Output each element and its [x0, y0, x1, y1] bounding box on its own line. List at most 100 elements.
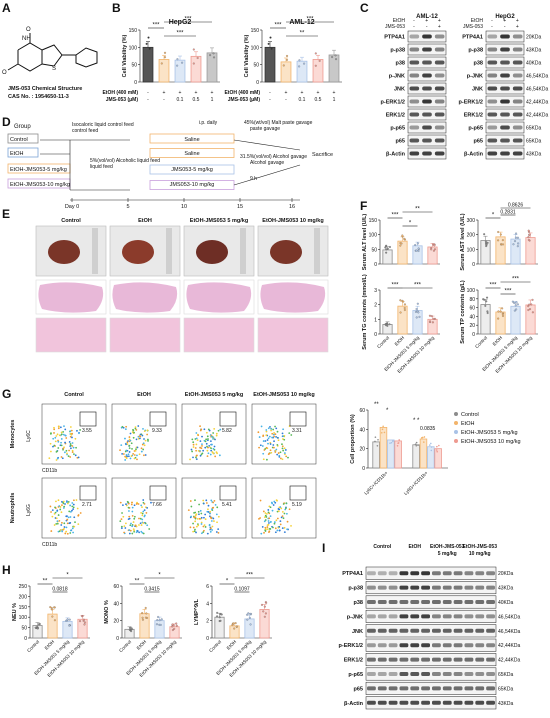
flow-event [267, 511, 270, 514]
blot-row-label: ERK1/2 [386, 113, 405, 119]
ruler [314, 228, 320, 274]
flow-event [131, 447, 133, 450]
flow-event [274, 527, 277, 530]
y-axis-label: Serum TP contents (g/L) [460, 280, 466, 344]
blot-strip [365, 681, 497, 695]
blot-band [442, 571, 452, 576]
flow-event [194, 520, 197, 523]
kda-label: 46,54KDa [498, 614, 520, 620]
flow-event [210, 447, 212, 450]
flow-event [281, 443, 283, 446]
protocol-note: Sacrifice [312, 152, 333, 158]
significance-label: 0.8626 [508, 203, 524, 209]
flow-event [124, 428, 127, 431]
flow-event [203, 524, 206, 527]
data-point [164, 51, 167, 54]
blot-strip [365, 667, 497, 681]
flow-event [262, 435, 265, 437]
flow-event [281, 432, 284, 435]
flow-event [279, 520, 282, 523]
flow-event [126, 500, 129, 503]
data-point [158, 619, 161, 622]
flow-event [262, 452, 265, 455]
group-label: EtOH-JMS053-5 mg/kg [10, 167, 67, 173]
gate-box [79, 485, 97, 501]
significance-label: *** [274, 23, 282, 29]
legend-label: EtOH-JMS053 10 mg/kg [461, 439, 521, 445]
flow-event [134, 524, 137, 527]
blot-row-label: p38 [396, 61, 405, 67]
flow-event [213, 499, 216, 502]
blot-band [442, 643, 452, 648]
flow-event [207, 504, 210, 507]
flow-event [206, 449, 209, 452]
flow-event [197, 510, 200, 513]
flow-event [66, 518, 69, 521]
data-point [156, 619, 159, 622]
flow-event [262, 458, 265, 461]
significance-label: * [409, 221, 412, 227]
flow-event [78, 432, 80, 435]
flow-event [131, 532, 134, 535]
flow-event [193, 530, 196, 533]
y-tick-label: 100 [369, 233, 378, 239]
flow-event [71, 432, 74, 435]
bar [525, 237, 536, 265]
bar [62, 620, 73, 639]
flow-event [61, 457, 64, 460]
data-point [531, 298, 534, 301]
data-point [176, 58, 179, 61]
blot-band [388, 686, 398, 691]
data-point [65, 619, 68, 622]
data-point [249, 623, 252, 626]
blot-band [500, 112, 510, 117]
blot-band [442, 672, 452, 676]
data-point [235, 625, 238, 628]
flow-event [207, 511, 210, 513]
data-point [497, 239, 500, 242]
data-point [517, 242, 520, 245]
flow-x-axis: CD11b [42, 468, 57, 474]
flow-event [130, 503, 133, 506]
flow-event [266, 458, 268, 461]
flow-event [204, 513, 207, 516]
bar [312, 59, 324, 83]
flow-event [59, 508, 62, 511]
blot-row-label: p-JNK [389, 74, 405, 80]
y-axis-label: MONO % [104, 600, 110, 624]
blot-band [453, 672, 463, 676]
y-tick-label: 0 [472, 332, 475, 338]
flow-event [132, 528, 135, 531]
flow-event [77, 523, 80, 526]
flow-event [258, 436, 261, 438]
data-point [432, 317, 435, 320]
data-point [499, 233, 502, 236]
flow-event [259, 444, 262, 447]
flow-event [201, 445, 203, 447]
atom-label: O [2, 70, 7, 76]
flow-event [195, 458, 198, 461]
flow-event [266, 524, 269, 527]
y-tick-label: 150 [19, 605, 28, 611]
flow-event [56, 433, 59, 436]
flow-event [60, 524, 63, 526]
data-point [246, 618, 249, 621]
data-point [248, 616, 251, 619]
blot-band [500, 60, 510, 65]
blot-row-label: p65 [396, 139, 405, 145]
flow-event [210, 499, 213, 502]
x-tick-label: EtOH [394, 335, 405, 346]
flow-event [119, 449, 121, 452]
flow-event [209, 510, 212, 513]
flow-event [265, 434, 268, 437]
data-point [511, 300, 514, 303]
data-point [160, 62, 163, 65]
significance-label: *** [414, 283, 422, 289]
blot-band [442, 657, 452, 662]
data-point [415, 444, 418, 447]
flow-event [123, 531, 125, 534]
blot-band [486, 700, 495, 705]
flow-event [60, 438, 63, 440]
flow-event [125, 457, 128, 460]
flow-event [63, 425, 65, 428]
